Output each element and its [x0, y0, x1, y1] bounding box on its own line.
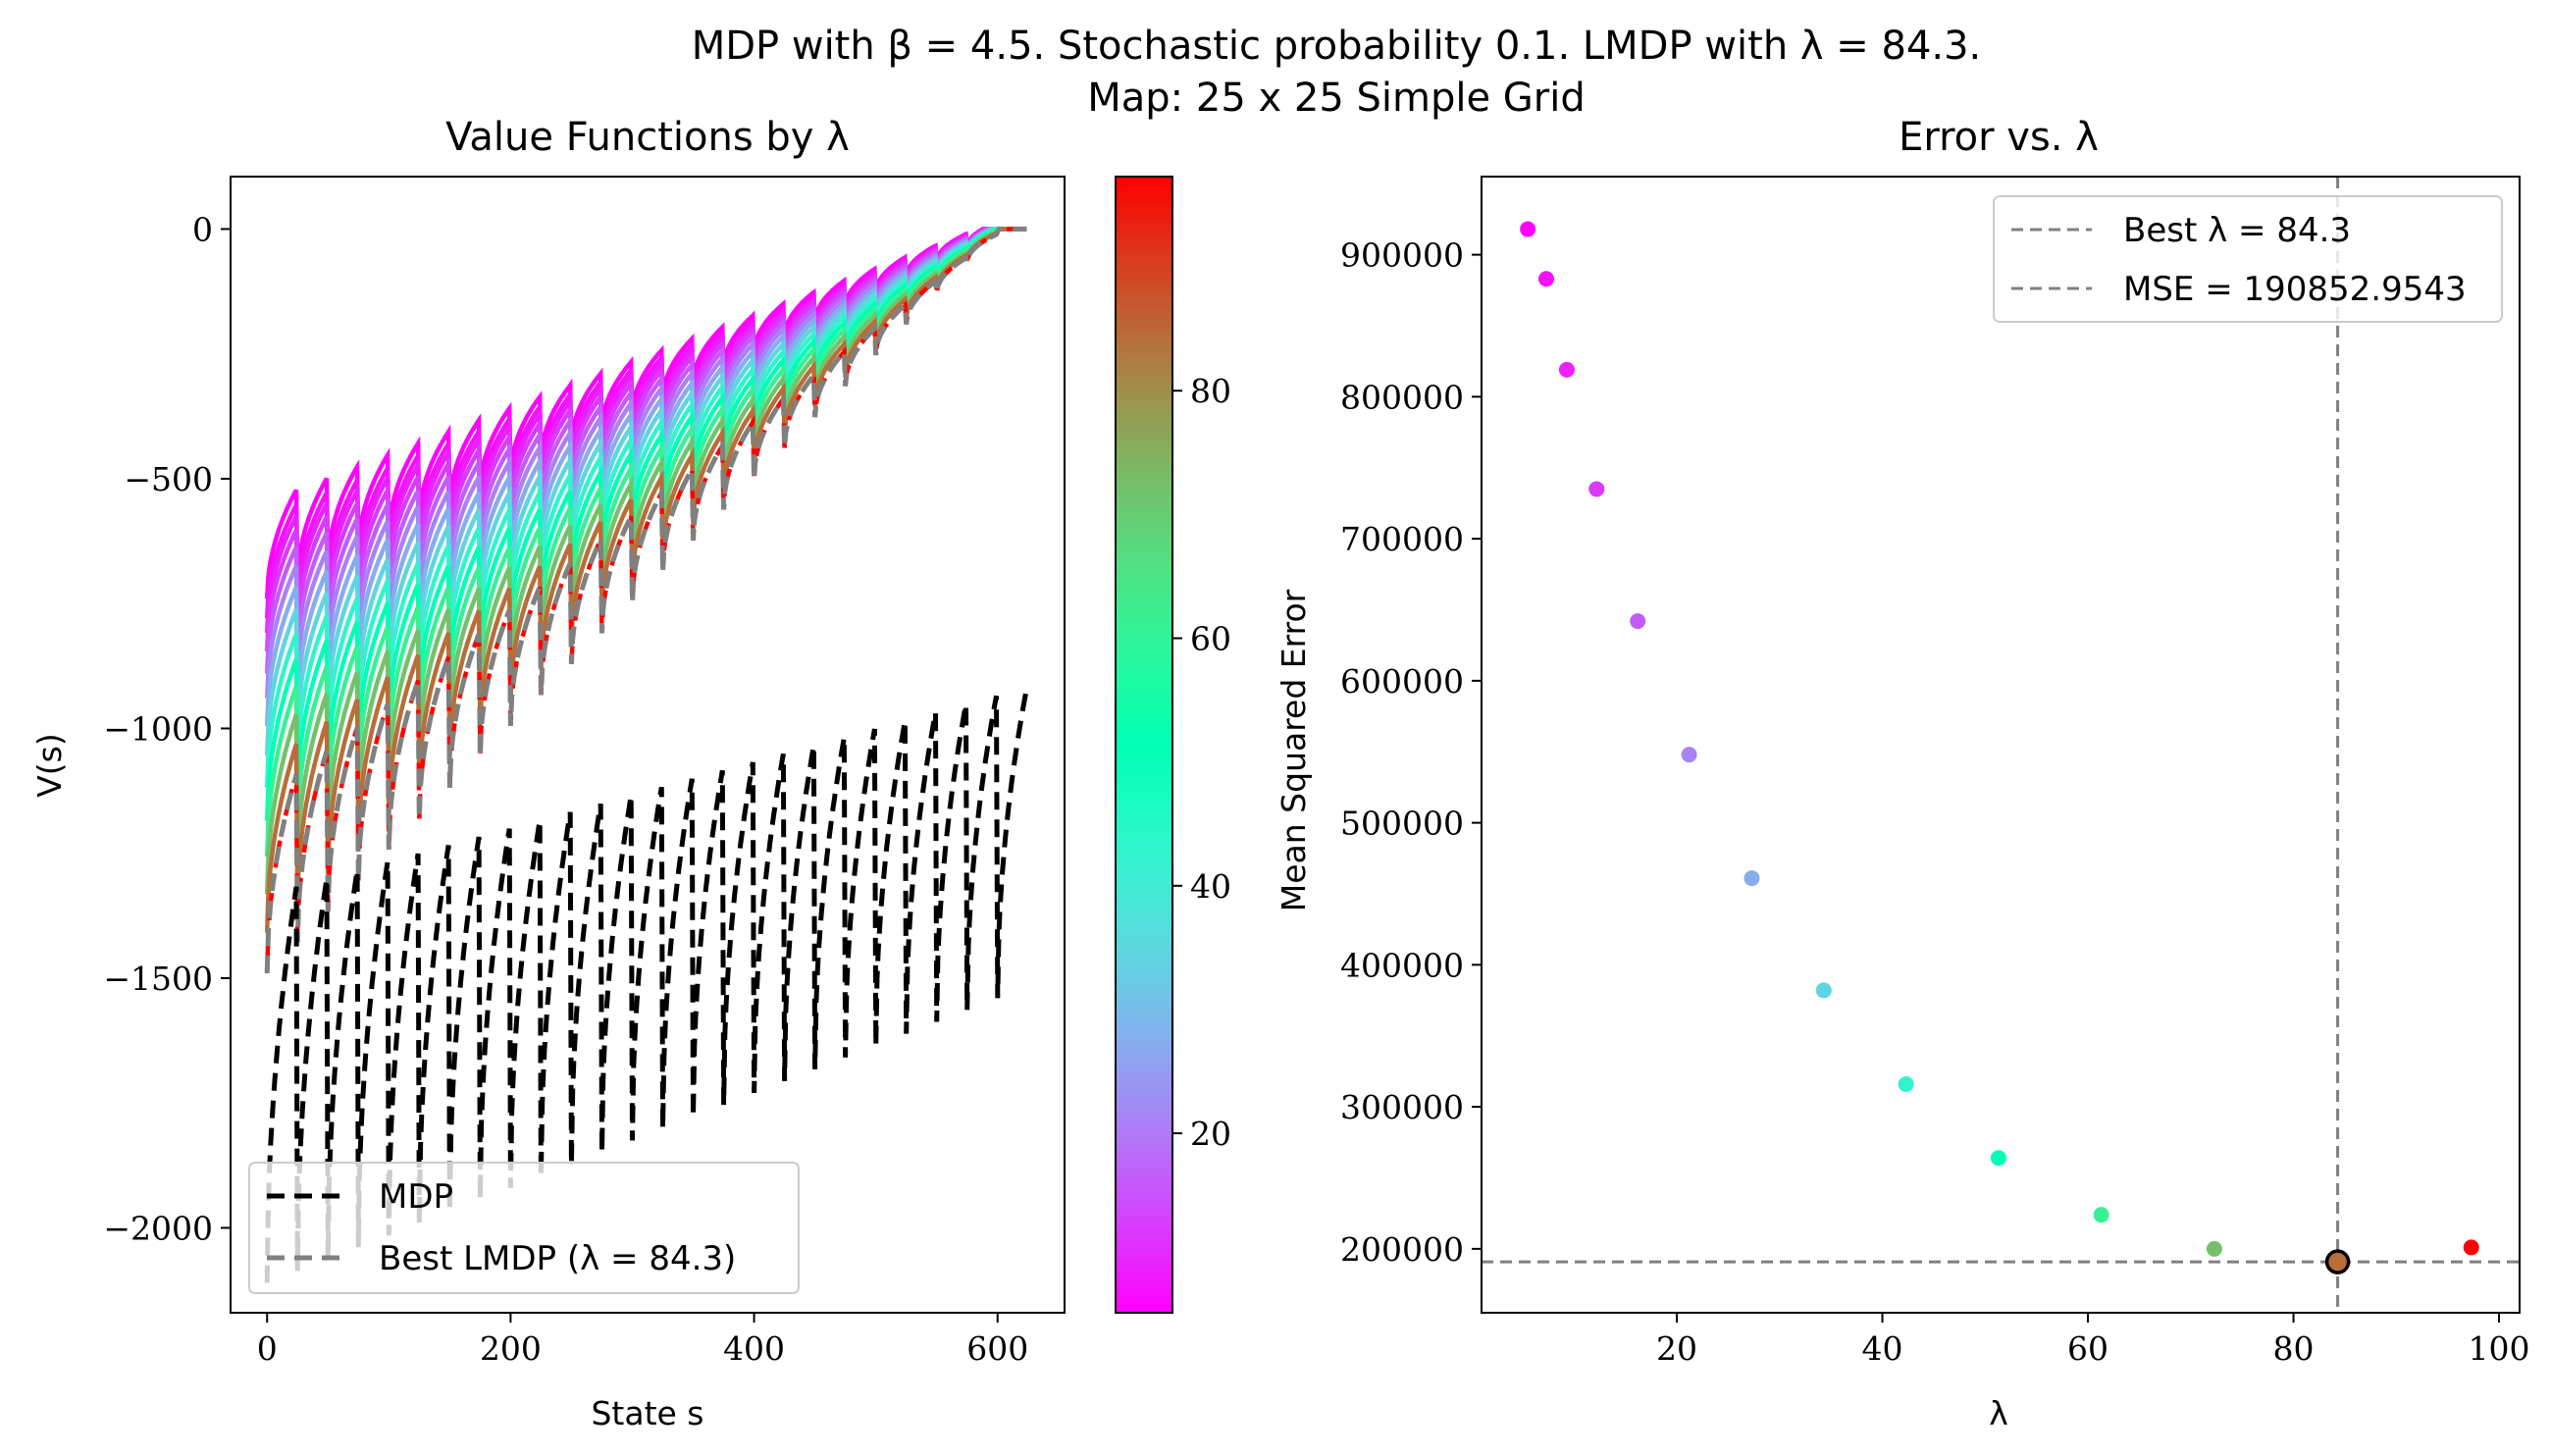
legend-mse-label: MSE = 190852.9543 [2123, 270, 2467, 309]
suptitle-line1: MDP with β = 4.5. Stochastic probability… [692, 24, 1982, 69]
value-function-lines [264, 226, 1029, 1283]
mse-point-0 [1520, 221, 1536, 237]
left-y-tick-label--500: −500 [124, 460, 213, 498]
right-x-axis-label: λ [1989, 1394, 2008, 1432]
left-x-tick-label-600: 600 [966, 1329, 1028, 1368]
mse-point-5 [1681, 747, 1697, 763]
mse-point-2 [1558, 361, 1575, 378]
right-x-tick-label-100: 100 [2469, 1329, 2530, 1368]
right-legend-box [1993, 195, 2503, 323]
left-y-tick-label--1000: −1000 [103, 709, 213, 748]
lambda-colorbar: 20 40 60 80 [1115, 176, 1231, 1314]
right-y-tick-label-200000: 200000 [1340, 1230, 1464, 1269]
mdp-line [264, 687, 1029, 1283]
mse-point-13 [2463, 1239, 2479, 1256]
right-y-tick-label-400000: 400000 [1340, 946, 1464, 984]
right-y-axis-label: Mean Squared Error [1275, 589, 1313, 911]
left-legend: MDP Best LMDP (λ = 84.3) [248, 1162, 800, 1294]
right-y-tick-label-800000: 800000 [1340, 378, 1464, 416]
colorbar-tick-label-20: 20 [1190, 1115, 1231, 1153]
lmdp-line-lambda-16.2 [264, 227, 1027, 674]
lmdp-line-lambda-72.3 [264, 227, 1027, 894]
suptitle-line2: Map: 25 x 25 Simple Grid [1087, 76, 1585, 121]
lmdp-line-lambda-34.3 [264, 227, 1027, 756]
mse-point-10 [2093, 1207, 2109, 1223]
right-y-tick-label-500000: 500000 [1340, 805, 1464, 843]
right-y-tick-label-300000: 300000 [1340, 1088, 1464, 1126]
lmdp-line-lambda-42.3 [264, 227, 1027, 788]
value-functions-plot: 0 200 400 600 0 −500 −1000 −1500 −2000 MDP Best LM… [103, 176, 1066, 1368]
right-plot-frame [1481, 176, 2521, 1314]
mse-point-3 [1588, 481, 1605, 497]
right-x-tick-label-60: 60 [2067, 1329, 2108, 1368]
left-y-tick-label--2000: −2000 [103, 1209, 213, 1247]
error-scatter-plot: 20 40 60 80 100 200000 300000 400000 500000 60000… [1340, 176, 2530, 1368]
best-point-marker [2324, 1249, 2351, 1274]
right-y-tick-label-700000: 700000 [1340, 520, 1464, 558]
mse-point-8 [1898, 1075, 1914, 1092]
right-y-tick-label-900000: 900000 [1340, 236, 1464, 275]
lmdp-line-lambda-27.3 [264, 227, 1027, 727]
left-y-tick-label-0: 0 [192, 210, 213, 248]
right-x-tick-label-20: 20 [1656, 1329, 1697, 1368]
left-x-tick-label-0: 0 [257, 1329, 278, 1368]
left-panel-title: Value Functions by λ [445, 115, 850, 160]
mse-point-9 [1990, 1150, 2006, 1167]
colorbar-bar [1115, 176, 1173, 1314]
left-plot-frame [230, 176, 1066, 1314]
colorbar-tick-label-40: 40 [1190, 867, 1231, 906]
mse-point-4 [1630, 613, 1646, 630]
mse-point-1 [1537, 271, 1554, 287]
legend-mdp-label: MDP [379, 1177, 453, 1217]
lmdp-line-lambda-51.3 [264, 227, 1027, 821]
best-lmdp-line [264, 226, 1027, 973]
left-y-axis-label: V(s) [30, 733, 69, 798]
mse-point-6 [1743, 870, 1760, 887]
lmdp-line-lambda-84.3 [264, 227, 1027, 933]
right-x-tick-label-40: 40 [1862, 1329, 1903, 1368]
left-y-tick-label--1500: −1500 [103, 960, 213, 998]
left-legend-box [248, 1162, 800, 1294]
mse-point-11 [2206, 1240, 2222, 1257]
right-y-tick-label-600000: 600000 [1340, 662, 1464, 701]
mse-point-7 [1815, 982, 1832, 999]
colorbar-tick-label-60: 60 [1190, 620, 1231, 658]
legend-best-lambda-label: Best λ = 84.3 [2123, 211, 2351, 250]
left-x-tick-label-200: 200 [480, 1329, 542, 1368]
legend-best-lmdp-label: Best LMDP (λ = 84.3) [379, 1239, 736, 1278]
lmdp-line-lambda-12.2 [264, 227, 1027, 651]
right-x-tick-label-80: 80 [2273, 1329, 2315, 1368]
lmdp-line-lambda-21.2 [264, 227, 1027, 699]
left-x-tick-label-400: 400 [723, 1329, 785, 1368]
colorbar-tick-label-80: 80 [1190, 372, 1231, 410]
left-x-axis-label: State s [591, 1394, 703, 1432]
right-legend: Best λ = 84.3 MSE = 190852.9543 [1993, 195, 2503, 323]
right-panel-title: Error vs. λ [1899, 115, 2099, 160]
lmdp-line-lambda-61.3 [264, 227, 1027, 857]
